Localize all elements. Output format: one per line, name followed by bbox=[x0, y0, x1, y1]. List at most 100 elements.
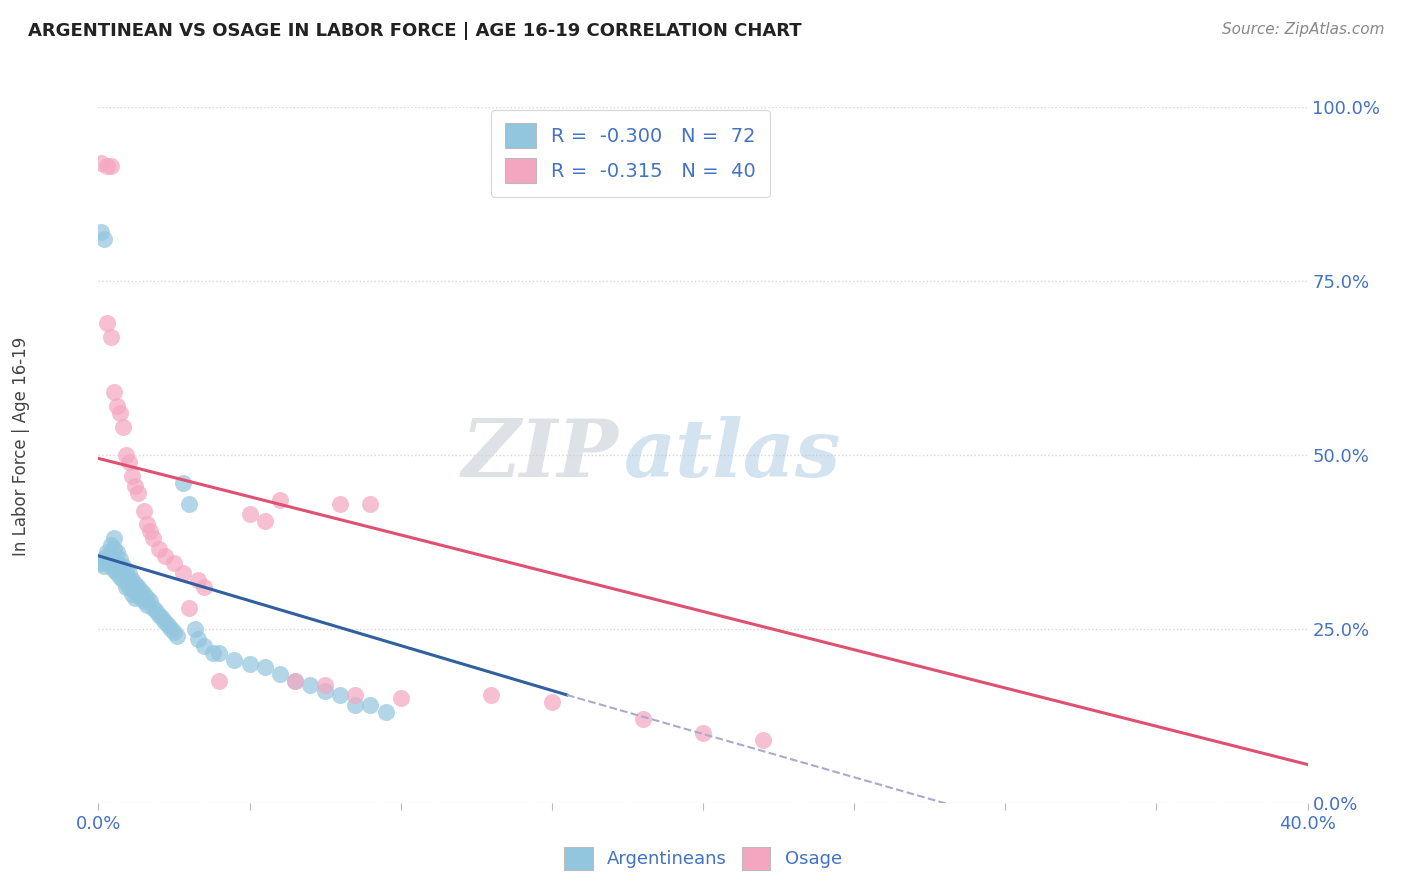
Point bbox=[314, 684, 336, 698]
Point bbox=[103, 385, 125, 400]
Point bbox=[124, 479, 146, 493]
Point bbox=[121, 468, 143, 483]
Point bbox=[163, 625, 186, 640]
Point bbox=[132, 594, 155, 608]
Point bbox=[299, 677, 322, 691]
Point bbox=[111, 573, 134, 587]
Point bbox=[114, 580, 136, 594]
Point bbox=[108, 570, 131, 584]
Point bbox=[166, 629, 188, 643]
Point bbox=[111, 420, 134, 434]
Point bbox=[100, 538, 122, 552]
Point bbox=[239, 657, 262, 671]
Point bbox=[114, 570, 136, 584]
Point bbox=[103, 552, 125, 566]
Point bbox=[329, 497, 352, 511]
Point bbox=[172, 566, 194, 581]
Point bbox=[374, 706, 396, 720]
Point bbox=[100, 559, 122, 574]
Point bbox=[360, 497, 382, 511]
Point bbox=[129, 583, 152, 598]
Point bbox=[135, 598, 157, 612]
Point bbox=[139, 524, 162, 539]
Point bbox=[93, 552, 115, 566]
Point bbox=[100, 549, 122, 563]
Point bbox=[105, 399, 128, 413]
Point bbox=[108, 552, 131, 566]
Point bbox=[193, 580, 215, 594]
Point bbox=[111, 559, 134, 574]
Point bbox=[481, 688, 503, 702]
Point bbox=[127, 580, 149, 594]
Point bbox=[103, 563, 125, 577]
Point bbox=[208, 646, 231, 660]
Point bbox=[93, 232, 115, 246]
Point bbox=[108, 406, 131, 420]
Point bbox=[187, 632, 209, 647]
Point bbox=[100, 159, 122, 173]
Point bbox=[135, 517, 157, 532]
Point bbox=[103, 541, 125, 556]
Point bbox=[90, 556, 112, 570]
Point bbox=[284, 674, 307, 689]
Point bbox=[179, 497, 201, 511]
Point bbox=[114, 563, 136, 577]
Point bbox=[145, 605, 167, 619]
Point bbox=[129, 591, 152, 605]
Point bbox=[127, 486, 149, 500]
Point bbox=[153, 615, 176, 629]
Point bbox=[360, 698, 382, 713]
Point bbox=[142, 601, 165, 615]
Text: In Labor Force | Age 16-19: In Labor Force | Age 16-19 bbox=[13, 336, 30, 556]
Point bbox=[224, 653, 246, 667]
Point bbox=[105, 545, 128, 559]
Point bbox=[111, 566, 134, 581]
Point bbox=[93, 559, 115, 574]
Point bbox=[389, 691, 412, 706]
Text: ZIP: ZIP bbox=[461, 417, 619, 493]
Point bbox=[172, 475, 194, 490]
Point bbox=[163, 556, 186, 570]
Point bbox=[148, 541, 170, 556]
Point bbox=[96, 556, 118, 570]
Point bbox=[692, 726, 714, 740]
Point bbox=[253, 660, 276, 674]
Point bbox=[208, 674, 231, 689]
Point bbox=[127, 587, 149, 601]
Point bbox=[96, 545, 118, 559]
Point bbox=[150, 611, 173, 625]
Point bbox=[103, 532, 125, 546]
Text: atlas: atlas bbox=[624, 417, 842, 493]
Point bbox=[202, 646, 225, 660]
Point bbox=[100, 329, 122, 343]
Point bbox=[269, 493, 291, 508]
Point bbox=[96, 549, 118, 563]
Point bbox=[108, 559, 131, 574]
Point bbox=[90, 155, 112, 169]
Point bbox=[329, 688, 352, 702]
Point bbox=[96, 159, 118, 173]
Text: ARGENTINEAN VS OSAGE IN LABOR FORCE | AGE 16-19 CORRELATION CHART: ARGENTINEAN VS OSAGE IN LABOR FORCE | AG… bbox=[28, 22, 801, 40]
Point bbox=[114, 448, 136, 462]
Point bbox=[631, 712, 654, 726]
Point bbox=[118, 455, 141, 469]
Point bbox=[253, 514, 276, 528]
Point bbox=[132, 587, 155, 601]
Point bbox=[269, 667, 291, 681]
Point bbox=[344, 698, 367, 713]
Point bbox=[124, 591, 146, 605]
Point bbox=[148, 607, 170, 622]
Point bbox=[135, 591, 157, 605]
Point bbox=[118, 573, 141, 587]
Point bbox=[121, 573, 143, 587]
Point bbox=[105, 556, 128, 570]
Point bbox=[105, 566, 128, 581]
Point bbox=[540, 695, 562, 709]
Point bbox=[118, 580, 141, 594]
Point bbox=[139, 594, 162, 608]
Point bbox=[156, 618, 179, 632]
Point bbox=[121, 587, 143, 601]
Point bbox=[752, 733, 775, 747]
Point bbox=[160, 622, 183, 636]
Point bbox=[344, 688, 367, 702]
